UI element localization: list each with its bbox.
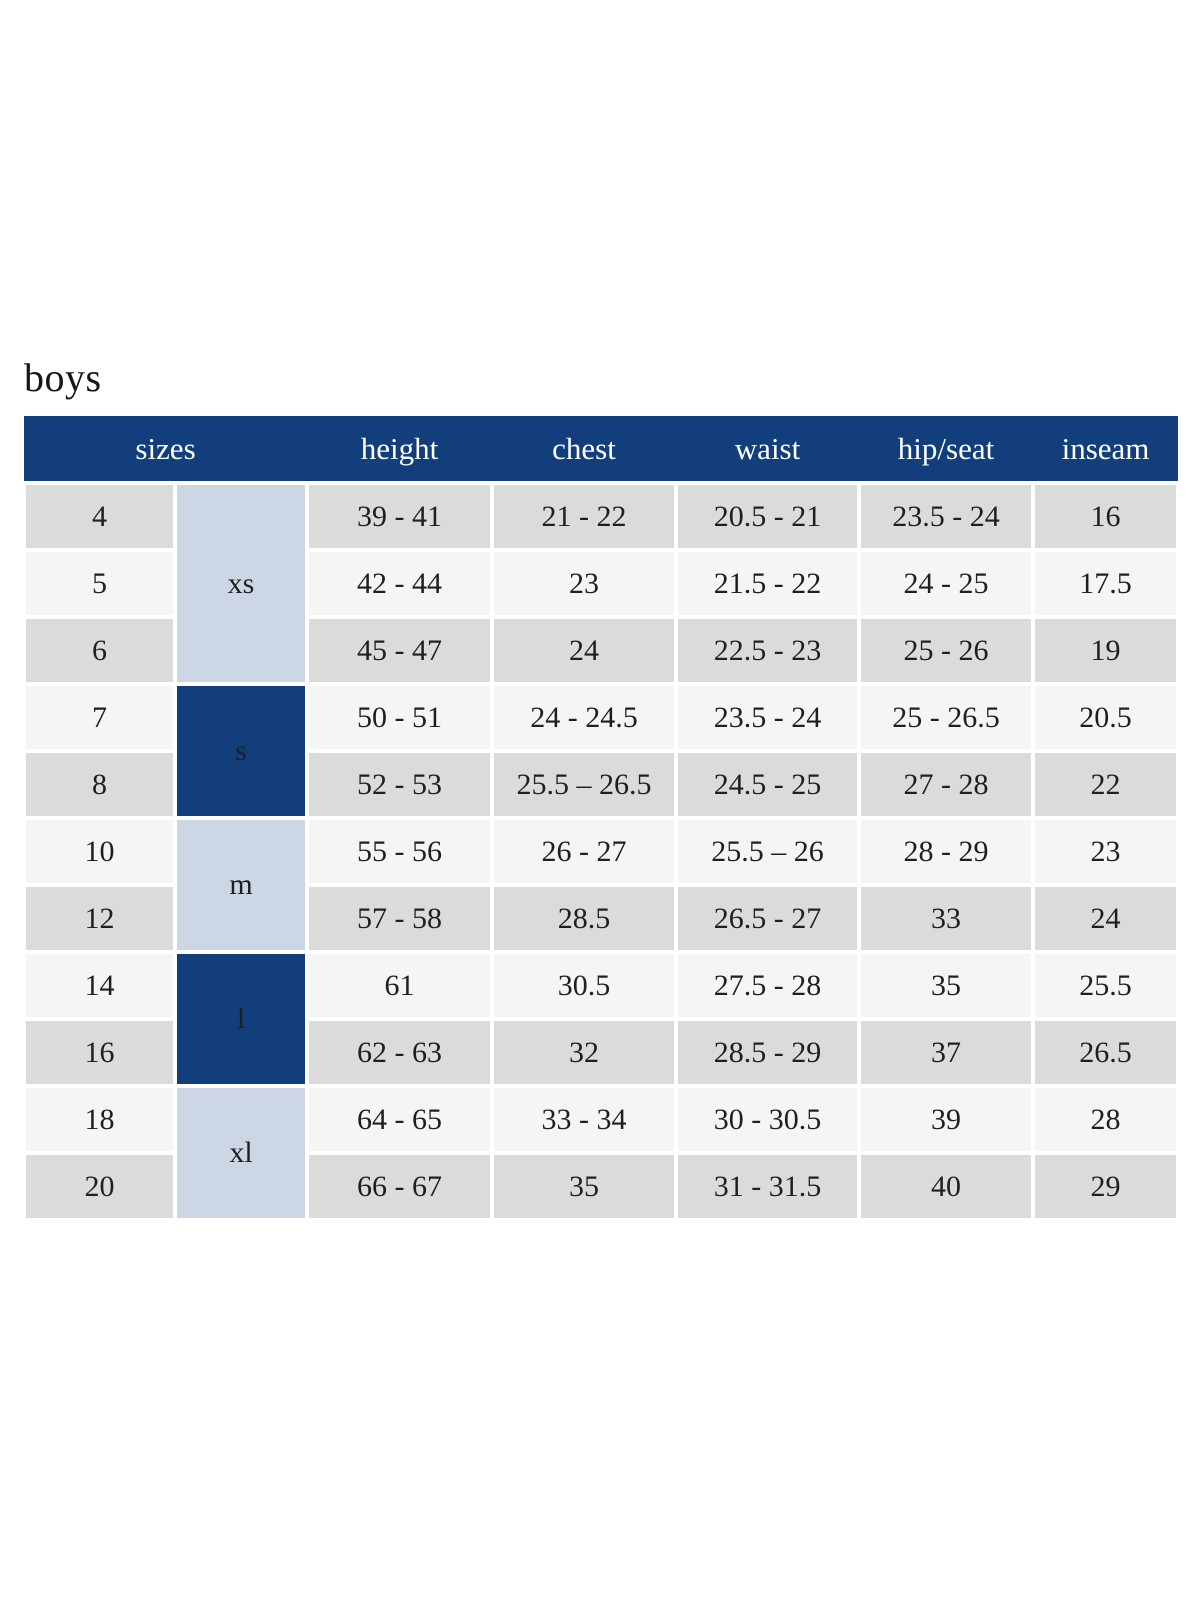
- height-cell: 64 - 65: [307, 1086, 493, 1153]
- height-cell: 62 - 63: [307, 1019, 493, 1086]
- hip-seat-cell: 25 - 26: [859, 617, 1034, 684]
- table-row-size-7: 7 s 50 - 51 24 - 24.5 23.5 - 24 25 - 26.…: [24, 684, 1179, 818]
- size-group-cell-m: m: [175, 818, 308, 952]
- size-number-cell: 14: [24, 952, 175, 1019]
- hip-seat-cell: 25 - 26.5: [859, 684, 1034, 751]
- waist-cell: 25.5 – 26: [676, 818, 860, 885]
- chest-cell: 35: [492, 1153, 677, 1220]
- col-header-waist: waist: [676, 416, 860, 483]
- boys-size-chart-table: sizes height chest waist hip/seat inseam…: [24, 416, 1179, 1220]
- hip-seat-cell: 23.5 - 24: [859, 483, 1034, 550]
- col-header-height: height: [307, 416, 493, 483]
- table-row-size-20: 20 66 - 67 35 31 - 31.5 40 29: [24, 1153, 1179, 1220]
- inseam-cell: 28: [1033, 1086, 1179, 1153]
- height-cell: 39 - 41: [307, 483, 493, 550]
- waist-cell: 20.5 - 21: [676, 483, 860, 550]
- height-cell: 57 - 58: [307, 885, 493, 952]
- header-row: sizes height chest waist hip/seat inseam: [24, 416, 1179, 483]
- table-row-size-5: 5 42 - 44 23 21.5 - 22 24 - 25 17.5: [24, 550, 1179, 617]
- table-row-size-6: 6 45 - 47 24 22.5 - 23 25 - 26 19: [24, 617, 1179, 684]
- chest-cell: 25.5 – 26.5: [492, 751, 677, 818]
- col-header-chest: chest: [492, 416, 677, 483]
- hip-seat-cell: 40: [859, 1153, 1034, 1220]
- inseam-cell: 26.5: [1033, 1019, 1179, 1086]
- height-cell: 61: [307, 952, 493, 1019]
- hip-seat-cell: 39: [859, 1086, 1034, 1153]
- waist-cell: 28.5 - 29: [676, 1019, 860, 1086]
- col-header-sizes: sizes: [24, 416, 308, 483]
- waist-cell: 24.5 - 25: [676, 751, 860, 818]
- waist-cell: 23.5 - 24: [676, 684, 860, 751]
- chest-cell: 26 - 27: [492, 818, 677, 885]
- size-group-cell-l: l: [175, 952, 308, 1086]
- inseam-cell: 23: [1033, 818, 1179, 885]
- chest-cell: 24: [492, 617, 677, 684]
- size-number-cell: 5: [24, 550, 175, 617]
- chest-cell: 28.5: [492, 885, 677, 952]
- chest-cell: 23: [492, 550, 677, 617]
- table-row-size-4: 4 xs 39 - 41 21 - 22 20.5 - 21 23.5 - 24…: [24, 483, 1179, 684]
- height-cell: 66 - 67: [307, 1153, 493, 1220]
- size-number-cell: 6: [24, 617, 175, 684]
- inseam-cell: 22: [1033, 751, 1179, 818]
- table-row-size-14: 14 l 61 30.5 27.5 - 28 35 25.5: [24, 952, 1179, 1086]
- size-number-cell: 20: [24, 1153, 175, 1220]
- size-group-cell-xs: xs: [175, 483, 308, 684]
- chest-cell: 24 - 24.5: [492, 684, 677, 751]
- height-cell: 52 - 53: [307, 751, 493, 818]
- col-header-inseam: inseam: [1033, 416, 1179, 483]
- size-number-cell: 18: [24, 1086, 175, 1153]
- waist-cell: 21.5 - 22: [676, 550, 860, 617]
- height-cell: 50 - 51: [307, 684, 493, 751]
- chest-cell: 32: [492, 1019, 677, 1086]
- size-chart-page: boys sizes height chest waist hip/seat i…: [24, 355, 1179, 1220]
- size-group-cell-s: s: [175, 684, 308, 818]
- waist-cell: 31 - 31.5: [676, 1153, 860, 1220]
- waist-cell: 30 - 30.5: [676, 1086, 860, 1153]
- hip-seat-cell: 24 - 25: [859, 550, 1034, 617]
- waist-cell: 26.5 - 27: [676, 885, 860, 952]
- inseam-cell: 24: [1033, 885, 1179, 952]
- table-row-size-12: 12 57 - 58 28.5 26.5 - 27 33 24: [24, 885, 1179, 952]
- size-number-cell: 7: [24, 684, 175, 751]
- table-row-size-10: 10 m 55 - 56 26 - 27 25.5 – 26 28 - 29 2…: [24, 818, 1179, 952]
- chest-cell: 30.5: [492, 952, 677, 1019]
- inseam-cell: 20.5: [1033, 684, 1179, 751]
- size-number-cell: 16: [24, 1019, 175, 1086]
- chest-cell: 21 - 22: [492, 483, 677, 550]
- waist-cell: 27.5 - 28: [676, 952, 860, 1019]
- hip-seat-cell: 27 - 28: [859, 751, 1034, 818]
- table-row-size-18: 18 xl 64 - 65 33 - 34 30 - 30.5 39 28: [24, 1086, 1179, 1220]
- hip-seat-cell: 28 - 29: [859, 818, 1034, 885]
- height-cell: 45 - 47: [307, 617, 493, 684]
- size-number-cell: 8: [24, 751, 175, 818]
- col-header-hip-seat: hip/seat: [859, 416, 1034, 483]
- inseam-cell: 19: [1033, 617, 1179, 684]
- size-number-cell: 4: [24, 483, 175, 550]
- height-cell: 55 - 56: [307, 818, 493, 885]
- inseam-cell: 17.5: [1033, 550, 1179, 617]
- size-group-cell-xl: xl: [175, 1086, 308, 1220]
- table-row-size-16: 16 62 - 63 32 28.5 - 29 37 26.5: [24, 1019, 1179, 1086]
- inseam-cell: 29: [1033, 1153, 1179, 1220]
- inseam-cell: 16: [1033, 483, 1179, 550]
- table-row-size-8: 8 52 - 53 25.5 – 26.5 24.5 - 25 27 - 28 …: [24, 751, 1179, 818]
- hip-seat-cell: 35: [859, 952, 1034, 1019]
- height-cell: 42 - 44: [307, 550, 493, 617]
- inseam-cell: 25.5: [1033, 952, 1179, 1019]
- hip-seat-cell: 37: [859, 1019, 1034, 1086]
- waist-cell: 22.5 - 23: [676, 617, 860, 684]
- chest-cell: 33 - 34: [492, 1086, 677, 1153]
- hip-seat-cell: 33: [859, 885, 1034, 952]
- size-number-cell: 10: [24, 818, 175, 885]
- size-number-cell: 12: [24, 885, 175, 952]
- page-title: boys: [24, 355, 102, 400]
